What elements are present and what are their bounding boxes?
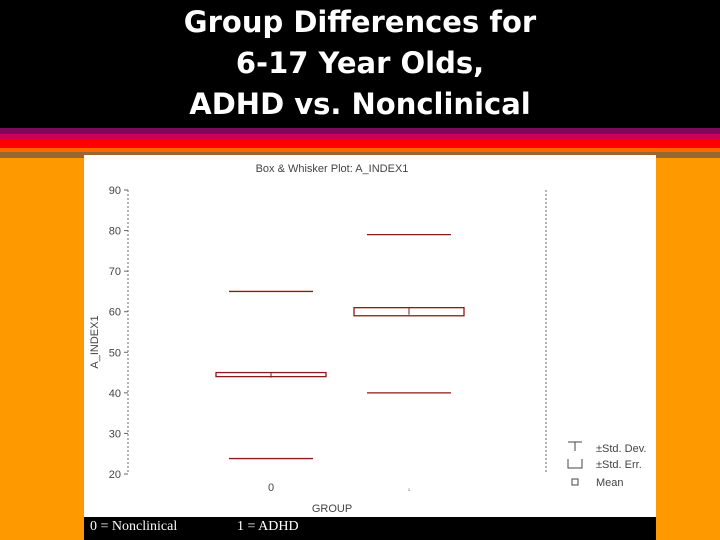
- stripe-1: [0, 128, 720, 134]
- y-tick-label: 20: [109, 469, 121, 481]
- title-line-2: 6-17 Year Olds,: [235, 46, 485, 80]
- x-tick-label: 0: [268, 482, 274, 494]
- group-key: 0 = Nonclinical 1 = ADHD: [84, 517, 656, 540]
- chart-title: Box & Whisker Plot: A_INDEX1: [256, 163, 409, 175]
- y-tick-label: 60: [109, 307, 121, 319]
- x-tick-label: 1: [408, 487, 411, 492]
- legend-whisker-symbol: [568, 441, 582, 451]
- group-key-1: 1 = ADHD: [237, 519, 299, 534]
- y-tick-label: 90: [109, 185, 121, 197]
- stripe-4: [0, 148, 720, 152]
- stripe-2: [0, 134, 720, 140]
- legend-mean-symbol: [571, 478, 579, 486]
- title-line-3: ADHD vs. Nonclinical: [189, 87, 531, 121]
- y-axis-label: A_INDEX1: [89, 315, 101, 368]
- y-tick-label: 80: [109, 226, 121, 238]
- box-whisker-chart: Box & Whisker Plot: A_INDEX1 20 30 40 50 60 70…: [89, 163, 646, 515]
- legend-label-se: ±Std. Err.: [596, 459, 642, 471]
- y-tick-label: 40: [109, 388, 121, 400]
- legend-label-mean: Mean: [596, 477, 624, 489]
- legend-box-symbol: [567, 459, 583, 469]
- title-line-1: Group Differences for: [183, 5, 537, 39]
- y-tick-label: 50: [109, 347, 121, 359]
- group-key-0: 0 = Nonclinical: [90, 519, 178, 534]
- slide-title: Group Differences for 6-17 Year Olds, AD…: [0, 2, 720, 125]
- y-tick-label: 30: [109, 428, 121, 440]
- y-tick-label: 70: [109, 266, 121, 278]
- legend-label-sd: ±Std. Dev.: [596, 443, 646, 455]
- plot-area: Box & Whisker Plot: A_INDEX1 20 30 40 50 60 70…: [84, 155, 656, 517]
- stripe-3: [0, 140, 720, 148]
- x-axis-label: GROUP: [312, 503, 352, 515]
